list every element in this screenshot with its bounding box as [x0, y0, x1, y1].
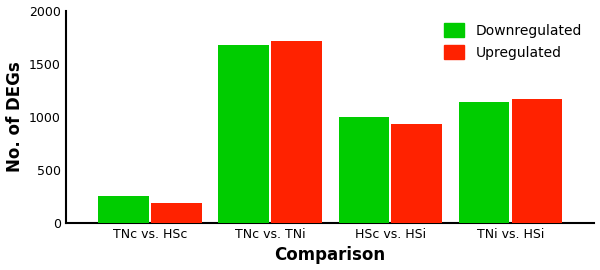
Bar [218, 45, 269, 223]
Bar [98, 197, 149, 223]
Y-axis label: No. of DEGs: No. of DEGs [5, 61, 23, 172]
Legend: Downregulated, Upregulated: Downregulated, Upregulated [438, 18, 587, 65]
X-axis label: Comparison: Comparison [275, 247, 386, 264]
Bar [391, 124, 442, 223]
Bar [151, 203, 202, 223]
Bar [512, 99, 562, 223]
Bar [271, 41, 322, 223]
Bar [338, 117, 389, 223]
Bar [458, 102, 509, 223]
